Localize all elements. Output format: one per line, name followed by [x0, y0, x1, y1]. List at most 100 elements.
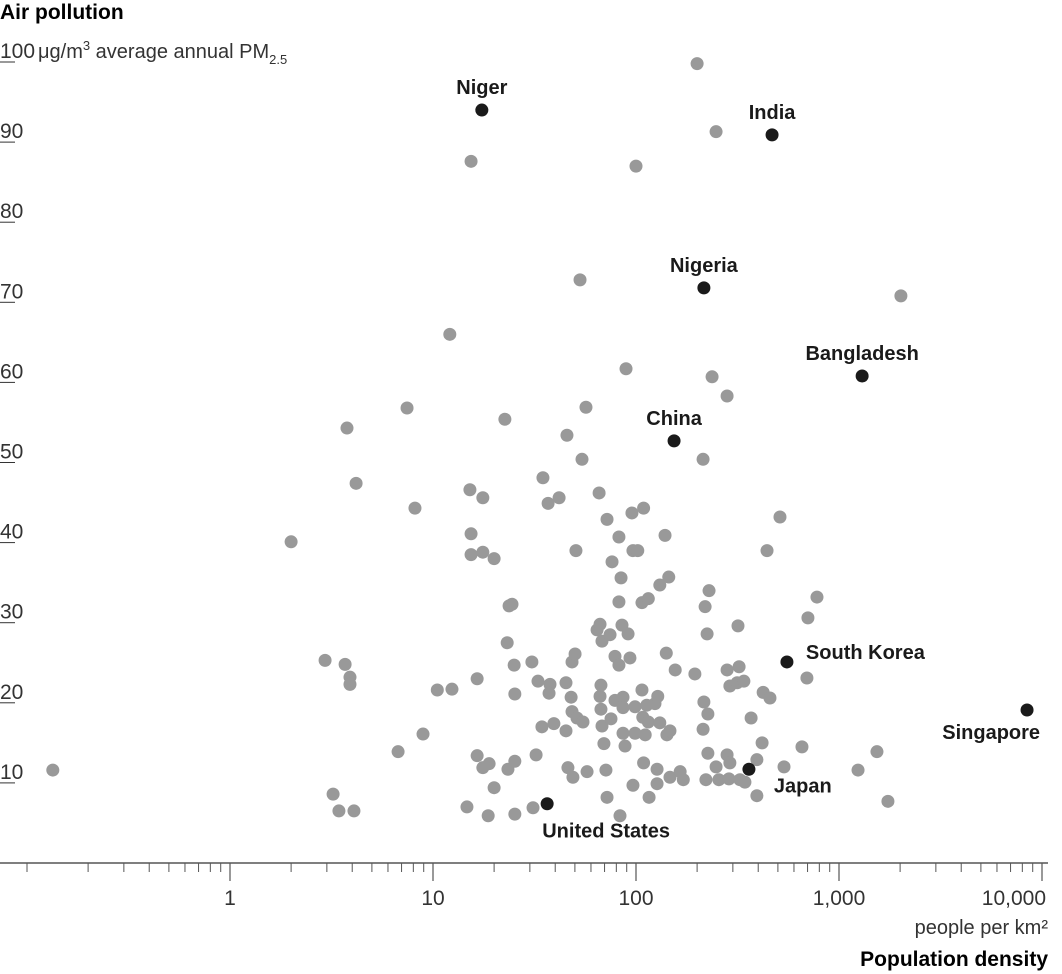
data-point [542, 686, 556, 700]
data-point [566, 770, 580, 784]
data-point [894, 289, 908, 303]
data-point [801, 611, 815, 625]
y-unit-sub: 2.5 [269, 52, 287, 67]
data-point [701, 707, 715, 721]
data-point [738, 775, 752, 789]
data-point [443, 327, 457, 341]
y-tick-label: 70 [0, 280, 23, 303]
data-point [720, 389, 734, 403]
data-point [579, 400, 593, 414]
data-point [631, 544, 645, 558]
data-point [732, 660, 746, 674]
point-label: Japan [774, 775, 832, 797]
data-point [569, 544, 583, 558]
y-tick-label: 40 [0, 521, 23, 544]
data-point [612, 595, 626, 609]
data-point [663, 724, 677, 738]
data-point [763, 691, 777, 705]
highlighted-point [855, 369, 869, 383]
data-point [575, 452, 589, 466]
data-point [284, 535, 298, 549]
data-point [332, 804, 346, 818]
data-point [612, 530, 626, 544]
data-point [500, 636, 514, 650]
data-point [700, 627, 714, 641]
highlighted-point [540, 797, 554, 811]
data-point [318, 653, 332, 667]
data-point [547, 717, 561, 731]
data-point [621, 627, 635, 641]
data-point [663, 770, 677, 784]
data-point [641, 592, 655, 606]
data-point [487, 552, 501, 566]
data-point [508, 754, 522, 768]
y-tick-label: 20 [0, 681, 23, 704]
highlighted-point [667, 434, 681, 448]
data-point [697, 695, 711, 709]
data-point [561, 761, 575, 775]
data-point [688, 667, 702, 681]
data-point [594, 678, 608, 692]
x-tick-label: 10,000 [982, 887, 1046, 910]
x-axis-title: Population density [860, 948, 1048, 971]
data-point [696, 722, 710, 736]
data-point [723, 756, 737, 770]
y-unit-text: μg/m [38, 41, 83, 63]
data-point [498, 412, 512, 426]
data-points [46, 57, 908, 823]
x-axis: 1 10 100 1,000 10,000 [0, 862, 1048, 910]
data-point [349, 476, 363, 490]
data-point [597, 737, 611, 751]
x-tick-label: 10 [421, 887, 444, 910]
data-point [593, 617, 607, 631]
data-point [618, 739, 632, 753]
data-point [445, 682, 459, 696]
data-point [744, 711, 758, 725]
data-point [628, 700, 642, 714]
point-label: Niger [456, 77, 507, 99]
x-axis-unit: people per km² [915, 917, 1049, 939]
data-point [541, 496, 555, 510]
data-point [573, 273, 587, 287]
data-point [408, 501, 422, 515]
data-point [416, 727, 430, 741]
data-point [507, 658, 521, 672]
data-point [599, 763, 613, 777]
data-point [464, 527, 478, 541]
highlighted-point [780, 655, 794, 669]
point-label: South Korea [806, 642, 926, 664]
data-point [592, 486, 606, 500]
y-axis-unit: μg/m3 average annual PM2.5 [38, 38, 287, 67]
data-point [460, 800, 474, 814]
data-point [616, 726, 630, 740]
data-point [568, 647, 582, 661]
data-point [851, 763, 865, 777]
point-label: Singapore [942, 722, 1040, 744]
y-unit-text2: average annual PM [90, 41, 269, 63]
data-point [625, 506, 639, 520]
data-point [642, 790, 656, 804]
data-point [653, 716, 667, 730]
data-point [476, 491, 490, 505]
data-point [482, 757, 496, 771]
data-point [641, 715, 655, 729]
data-point [662, 570, 676, 584]
highlighted-point [742, 762, 756, 776]
data-point [737, 674, 751, 688]
data-point [505, 597, 519, 611]
data-point [347, 804, 361, 818]
data-point [529, 748, 543, 762]
point-label: United States [542, 821, 670, 843]
data-point [604, 712, 618, 726]
data-point [600, 790, 614, 804]
data-point [635, 683, 649, 697]
data-point [722, 772, 736, 786]
data-point [705, 370, 719, 384]
data-point [698, 600, 712, 614]
data-point [560, 428, 574, 442]
data-point [702, 584, 716, 598]
data-point [481, 809, 495, 823]
data-point [430, 683, 444, 697]
data-point [616, 690, 630, 704]
